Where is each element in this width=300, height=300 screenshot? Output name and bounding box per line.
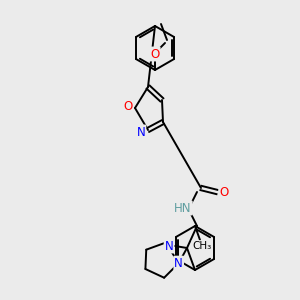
Text: O: O bbox=[219, 185, 229, 199]
Text: HN: HN bbox=[174, 202, 192, 214]
Text: O: O bbox=[123, 100, 133, 112]
Text: N: N bbox=[165, 239, 173, 253]
Text: O: O bbox=[150, 47, 160, 61]
Text: N: N bbox=[136, 125, 146, 139]
Text: CH₃: CH₃ bbox=[192, 241, 212, 251]
Text: N: N bbox=[174, 256, 183, 270]
